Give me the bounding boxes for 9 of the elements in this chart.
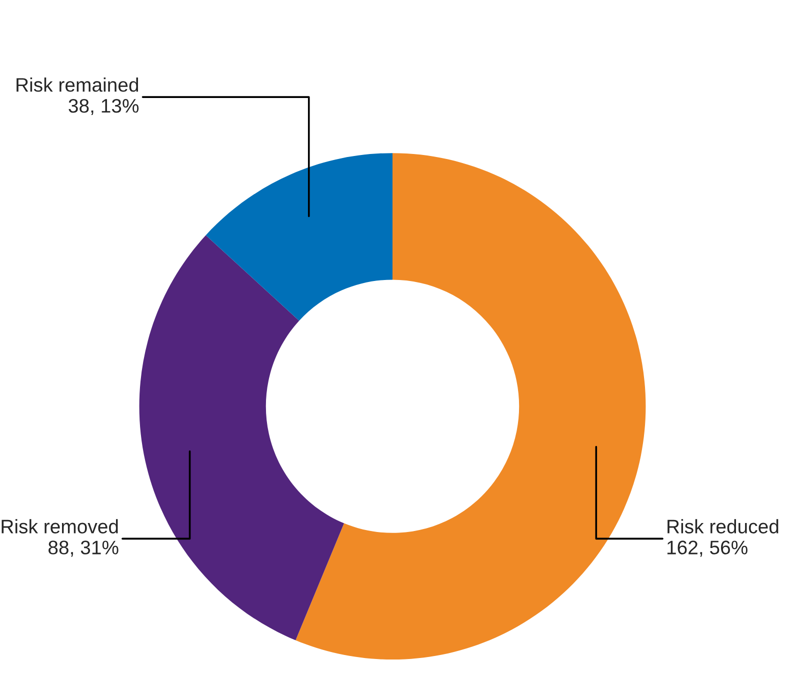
slice-label: Risk reduced [668,519,778,534]
data-label: 38, 13% [68,98,139,116]
slice-label: Risk removed [2,519,118,534]
donut-slice [296,153,646,660]
donut-slice [206,153,392,321]
data-label: 162, 56% [667,540,748,557]
data-label: 88, 31% [48,540,118,557]
donut-slice [139,235,344,640]
slice-label: Risk remained [16,78,138,92]
